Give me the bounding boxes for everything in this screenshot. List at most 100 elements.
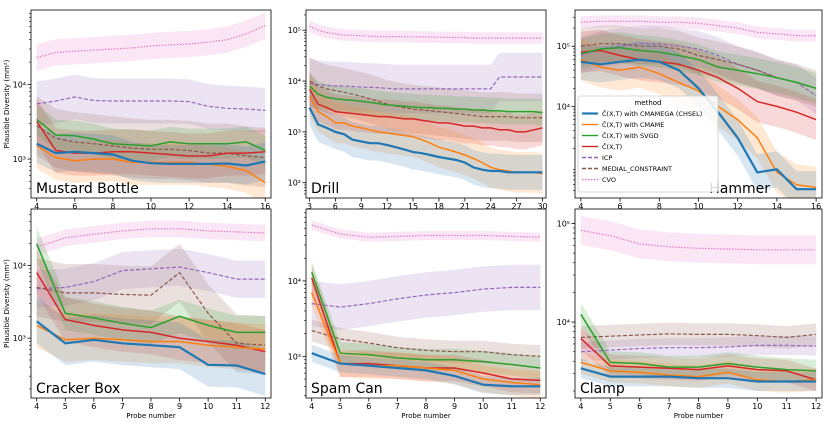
- subplot-title: Clamp: [580, 381, 625, 397]
- x-tick-label: 10: [146, 202, 156, 211]
- x-tick-label: 9: [359, 202, 364, 211]
- line-svgd: [580, 313, 817, 372]
- band-icp: [580, 25, 817, 114]
- x-tick-label: 6: [618, 202, 623, 211]
- band-cmamega: [580, 41, 817, 198]
- band-medial: [580, 25, 817, 107]
- band-c: [580, 327, 817, 391]
- line-cvo: [36, 228, 266, 248]
- line-icp: [311, 286, 541, 308]
- x-tick-label: 4: [34, 202, 39, 211]
- band-cvo: [580, 216, 817, 265]
- plot-area: [580, 216, 817, 393]
- x-axis-label: Probe number: [674, 412, 724, 420]
- x-tick-label: 12: [535, 402, 545, 411]
- subplot-title: Cracker Box: [36, 381, 120, 397]
- x-tick-label: 30: [537, 202, 547, 211]
- y-tick-label: 10⁴: [557, 318, 570, 327]
- line-cmame: [580, 58, 817, 189]
- x-tick-label: 9: [725, 402, 730, 411]
- subplot-cracker-box: 10³ 10⁴ 4 5 6 7 8 9 10 11 12 Probe number Plausible …: [3, 208, 272, 420]
- y-tick-label: 10³: [13, 155, 26, 164]
- x-tick-label: 4: [34, 402, 39, 411]
- x-tick-label: 8: [148, 402, 153, 411]
- x-tick-label: 9: [177, 402, 182, 411]
- x-tick-label: 11: [507, 402, 517, 411]
- x-tick-label: 4: [578, 202, 583, 211]
- band-cvo: [580, 15, 817, 42]
- line-cmame: [36, 324, 266, 351]
- x-tick-label: 9: [452, 402, 457, 411]
- y-tick-label: 10⁴: [288, 77, 301, 86]
- x-tick-label: 6: [366, 402, 371, 411]
- x-tick-label: 14: [772, 202, 782, 211]
- band-cvo: [309, 20, 543, 44]
- x-tick-label: 5: [338, 402, 343, 411]
- x-tick-label: 12: [811, 402, 821, 411]
- legend-label: Ĉ(X,T) with CMAMEGA (CHSEL): [602, 109, 702, 118]
- x-tick-label: 7: [395, 402, 400, 411]
- band-cvo: [36, 12, 266, 71]
- band-svgd: [311, 261, 541, 379]
- x-axis-label: Probe number: [401, 412, 451, 420]
- plot-area: [580, 15, 817, 198]
- x-tick-label: 18: [434, 202, 444, 211]
- line-svgd: [308, 85, 543, 114]
- band-cvo: [311, 220, 541, 242]
- x-tick-label: 11: [232, 402, 242, 411]
- x-tick-label: 5: [608, 402, 613, 411]
- subplot-title: Hammer: [709, 181, 770, 197]
- x-tick-label: 10: [752, 402, 762, 411]
- x-tick-label: 8: [110, 202, 115, 211]
- line-cvo: [36, 24, 266, 59]
- band-cmamega: [580, 358, 817, 391]
- x-tick-label: 12: [260, 402, 270, 411]
- line-icp: [36, 266, 266, 290]
- x-tick-label: 6: [72, 202, 77, 211]
- y-tick-label: 10⁵: [557, 42, 570, 51]
- subplot-drill: 10² 10³ 10⁴ 10⁵ 3 6 9 12 15 18 21 24 27 30 Drill: [288, 9, 548, 211]
- line-cmamega: [308, 107, 543, 174]
- line-cvo: [311, 224, 541, 238]
- x-tick-label: 12: [733, 202, 743, 211]
- band-c: [36, 250, 266, 374]
- subplot-spam-can: 10³ 10⁴ 4 5 6 7 8 9 10 11 12 Probe number Spam Can: [288, 208, 547, 420]
- x-tick-label: 6: [637, 402, 642, 411]
- y-tick-label: 10⁴: [288, 277, 301, 286]
- y-axis-label: Plausible Diversity (mm²): [3, 59, 11, 148]
- legend-label: Ĉ(X,T): [602, 142, 622, 151]
- y-tick-label: 10³: [288, 128, 301, 137]
- plot-area: [308, 20, 543, 194]
- x-tick-label: 11: [782, 402, 792, 411]
- band-icp: [311, 264, 541, 330]
- band-svgd: [580, 303, 817, 383]
- line-medial: [36, 271, 266, 346]
- x-tick-label: 10: [693, 202, 703, 211]
- line-medial: [311, 329, 541, 357]
- x-tick-label: 16: [811, 202, 821, 211]
- legend-label: Ĉ(X,T) with CMAME: [602, 120, 664, 129]
- band-icp: [36, 74, 266, 133]
- band-cmame: [311, 279, 541, 398]
- band-cmame: [580, 39, 817, 198]
- x-tick-label: 7: [667, 402, 672, 411]
- line-c: [36, 272, 266, 353]
- line-cmamega: [311, 352, 541, 388]
- y-tick-label: 10³: [288, 352, 301, 361]
- line-icp: [36, 96, 266, 111]
- y-axis-label: Plausible Diversity (mm²): [3, 259, 11, 348]
- y-tick-label: 10⁵: [557, 219, 570, 228]
- x-tick-label: 8: [696, 402, 701, 411]
- x-tick-label: 3: [307, 202, 312, 211]
- x-tick-label: 8: [423, 402, 428, 411]
- band-cmamega: [309, 90, 543, 190]
- line-cmamega: [36, 142, 266, 167]
- y-tick-label: 10⁴: [13, 262, 26, 271]
- subplot-hammer: 10⁴ 10⁵ 4 6 8 10 12 14 16 Hammer: [557, 9, 823, 211]
- band-svgd: [309, 73, 543, 126]
- subplot-mustard-bottle: 10³ 10⁴ 4 6 8 10 12 14 16 Plausible Diversity (mm…: [3, 9, 272, 211]
- x-tick-label: 12: [184, 202, 194, 211]
- legend-label: ICP: [602, 154, 612, 162]
- x-tick-label: 5: [63, 402, 68, 411]
